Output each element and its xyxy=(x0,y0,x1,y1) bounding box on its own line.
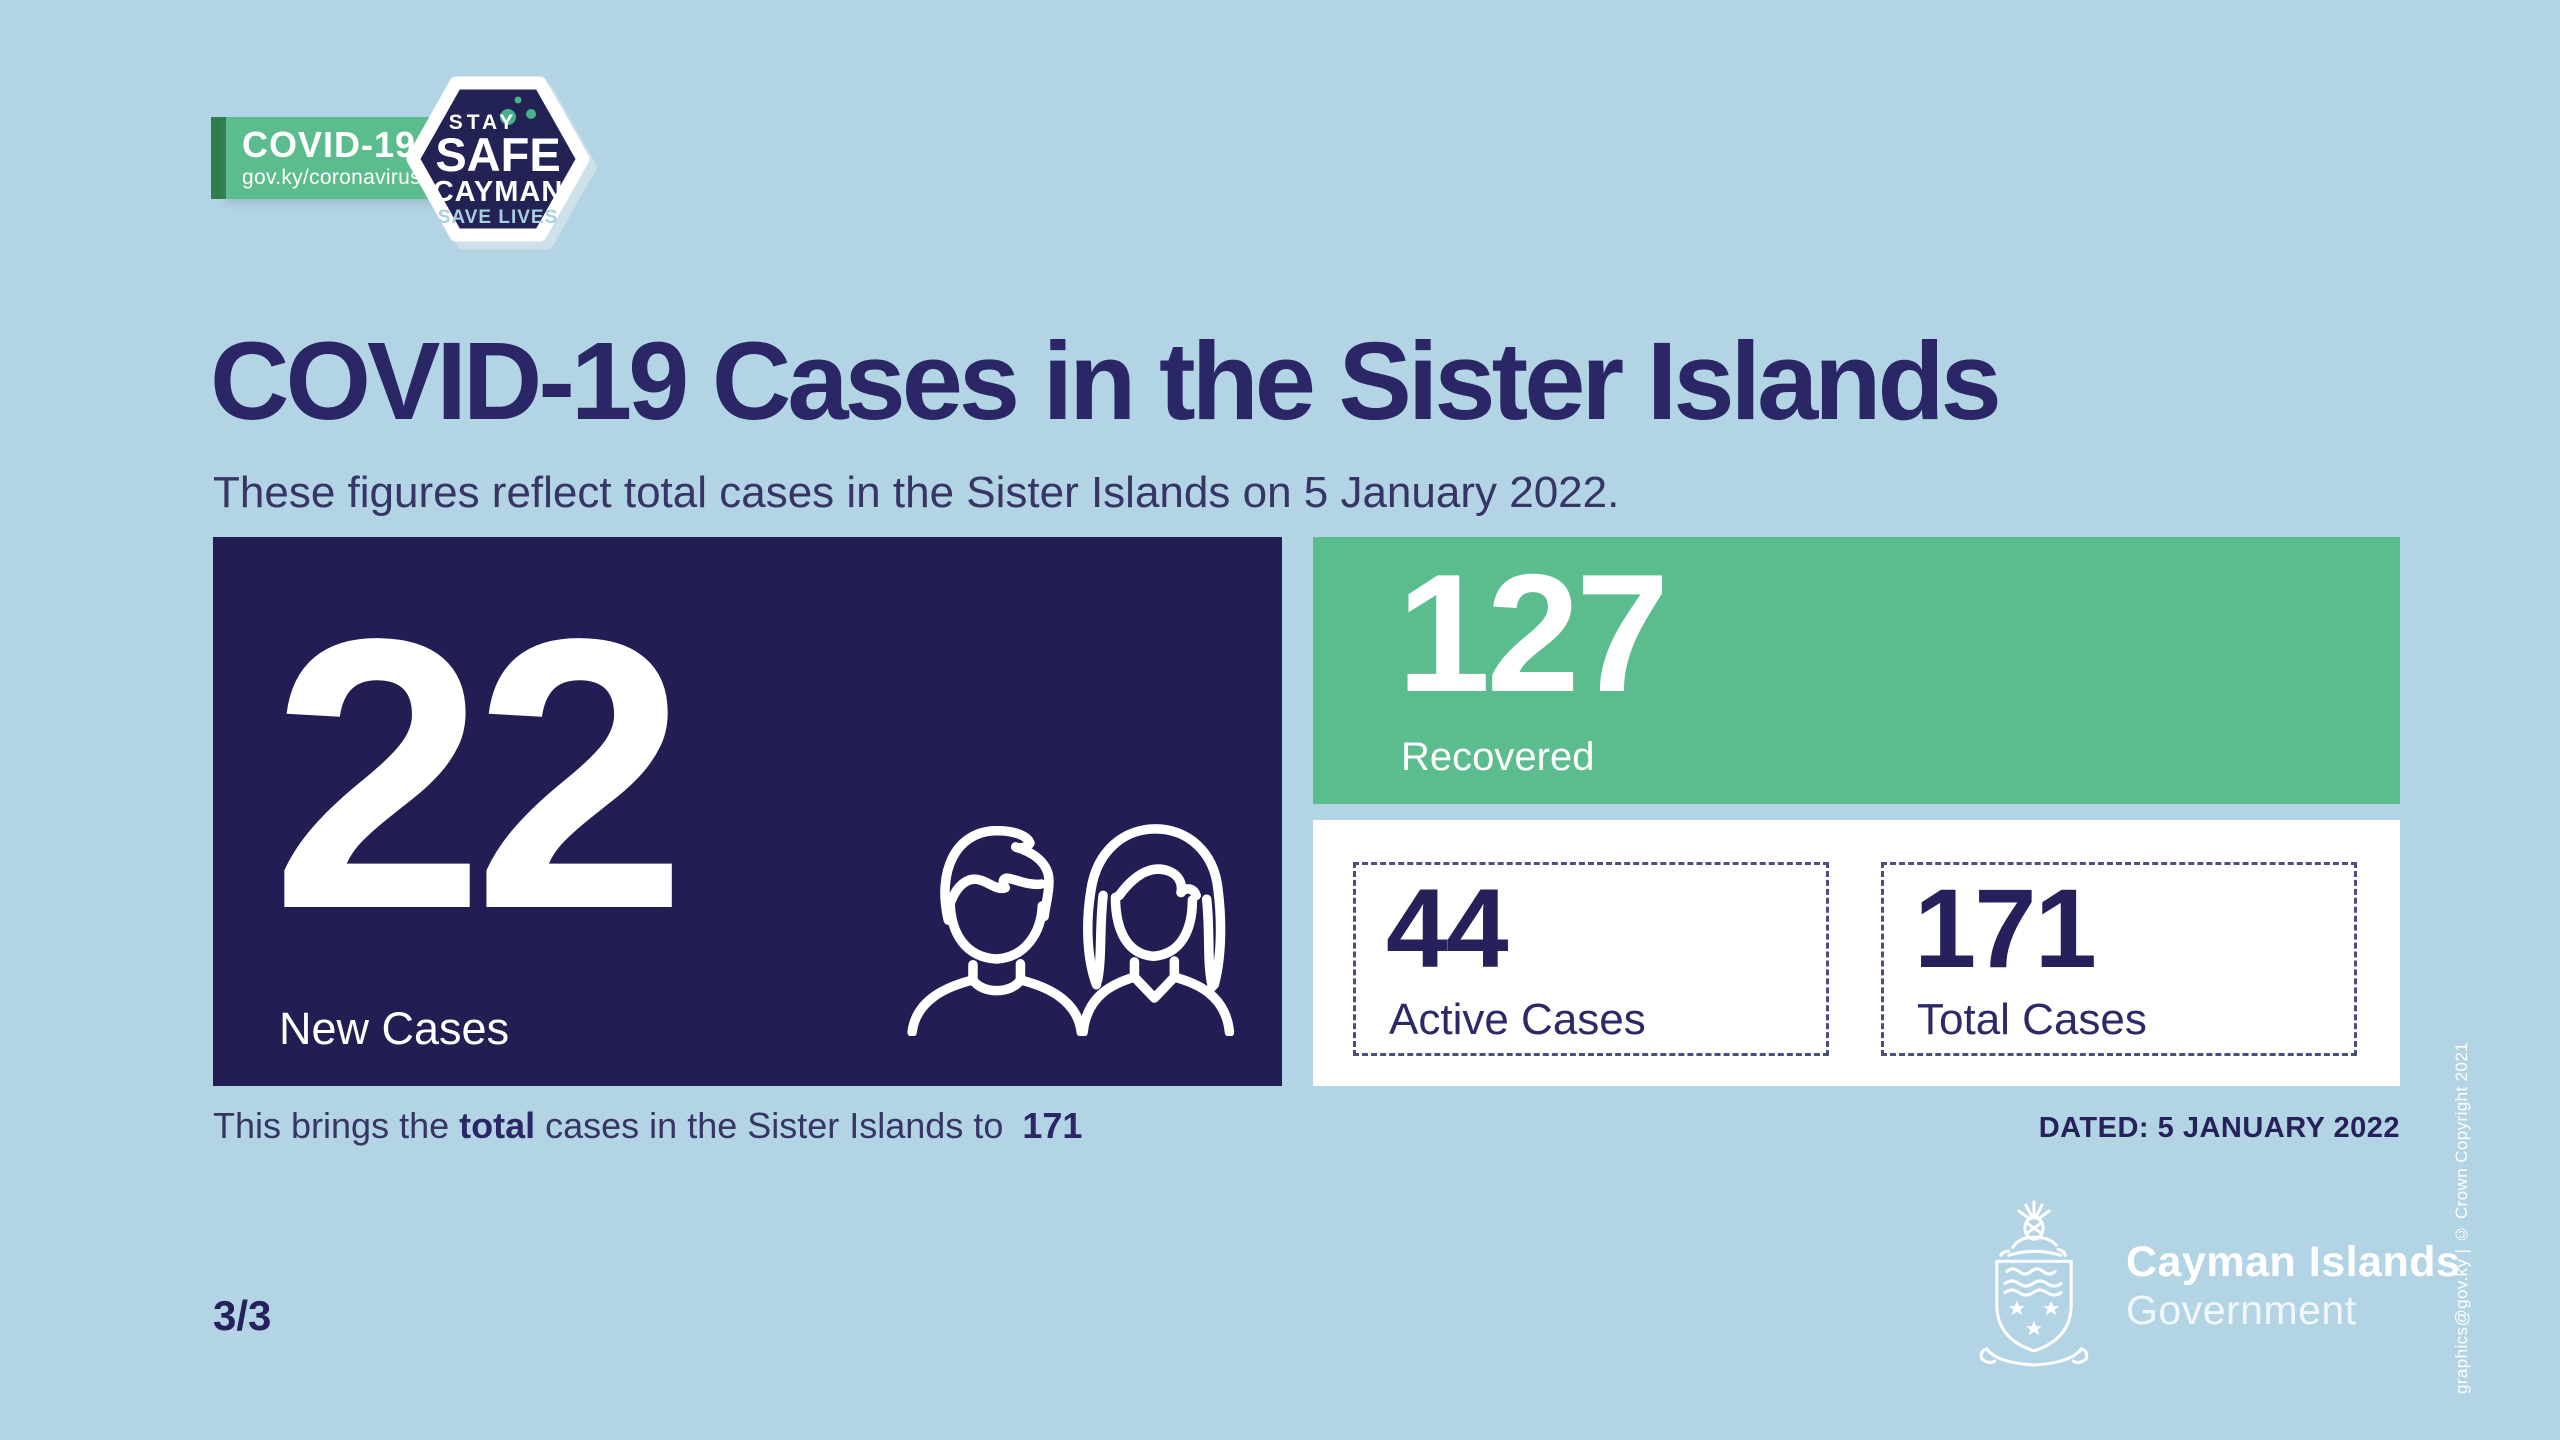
ribbon-tab xyxy=(211,117,226,199)
hex-cayman-label: CAYMAN xyxy=(432,176,564,208)
hex-stay-label: STAY xyxy=(448,111,518,134)
active-cases-value: 44 xyxy=(1386,866,1509,991)
cayman-crest-icon xyxy=(1979,1200,2089,1367)
total-cases-value: 171 xyxy=(1914,866,2097,991)
page-subtitle: These figures reflect total cases in the… xyxy=(213,468,1620,517)
hexagon-icon xyxy=(406,76,590,242)
summary-part1: This brings the xyxy=(213,1105,460,1146)
stay-safe-cayman-badge: STAY SAFE CAYMAN SAVE LIVES xyxy=(405,70,591,248)
cayman-islands-government-logo: Cayman Islands Government xyxy=(1968,1198,2460,1374)
summary-total-value: 171 xyxy=(1022,1105,1083,1146)
new-cases-value: 22 xyxy=(271,558,687,989)
total-cases-box: 171 Total Cases xyxy=(1881,862,2357,1056)
ribbon-title: COVID-19 xyxy=(242,124,417,165)
active-cases-box: 44 Active Cases xyxy=(1353,862,1829,1056)
people-icon xyxy=(907,824,1235,1036)
page-number: 3/3 xyxy=(213,1292,272,1339)
recovered-value: 127 xyxy=(1397,539,1669,727)
total-cases-label: Total Cases xyxy=(1917,995,2147,1044)
summary-bold-total: total xyxy=(459,1105,536,1146)
active-cases-label: Active Cases xyxy=(1389,995,1646,1044)
gov-text-block: Cayman Islands Government xyxy=(2126,1238,2460,1334)
new-cases-label: New Cases xyxy=(279,1003,510,1054)
hex-save-lives-label: SAVE LIVES xyxy=(437,207,559,228)
bubble-dots-icon xyxy=(500,96,536,125)
dated-label: DATED: 5 JANUARY 2022 xyxy=(2038,1112,2400,1144)
new-cases-card: 22 New Cases xyxy=(213,537,1282,1086)
gov-government-label: Government xyxy=(2126,1287,2357,1333)
ribbon-url-label: gov.ky/coronavirus xyxy=(242,165,421,189)
hex-safe-label: SAFE xyxy=(435,128,561,181)
gov-name-label: Cayman Islands xyxy=(2126,1238,2461,1286)
recovered-card: 127 Recovered xyxy=(1313,537,2400,804)
summary-text: This brings the total cases in the Siste… xyxy=(213,1105,1082,1147)
active-total-card: 44 Active Cases 171 Total Cases xyxy=(1313,820,2400,1086)
page-title: COVID-19 Cases in the Sister Islands xyxy=(210,320,2002,443)
copyright-vertical-text: graphics@gov.ky | © Crown Copyright 2021 xyxy=(2452,1041,2471,1394)
recovered-label: Recovered xyxy=(1401,735,1595,779)
summary-part2: cases in the Sister Islands to xyxy=(535,1105,1014,1146)
